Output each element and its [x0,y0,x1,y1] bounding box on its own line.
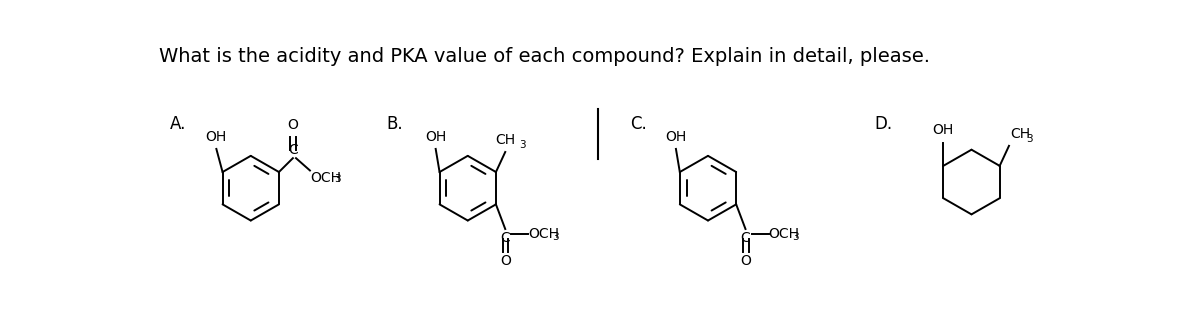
Text: OH: OH [932,123,954,137]
Text: B.: B. [386,115,403,133]
Text: D.: D. [875,115,893,133]
Text: What is the acidity and PKA value of each compound? Explain in detail, please.: What is the acidity and PKA value of eac… [160,47,930,66]
Text: OH: OH [205,130,227,144]
Text: CH: CH [496,133,515,147]
Text: OCH: OCH [528,227,559,241]
Text: 3: 3 [334,174,341,184]
Text: C: C [740,230,750,244]
Text: CH: CH [1010,127,1031,141]
Text: OH: OH [425,130,446,144]
Text: O: O [740,255,751,268]
Text: C.: C. [630,115,647,133]
Text: OCH: OCH [311,171,342,185]
Text: O: O [288,118,299,132]
Text: 3: 3 [552,232,558,242]
Text: OH: OH [665,130,686,144]
Text: OCH: OCH [769,227,799,241]
Text: O: O [500,255,511,268]
Text: 3: 3 [520,140,526,151]
Text: 3: 3 [792,232,799,242]
Text: 3: 3 [1026,134,1033,144]
Text: C: C [288,143,298,157]
Text: C: C [500,230,510,244]
Text: A.: A. [169,115,186,133]
